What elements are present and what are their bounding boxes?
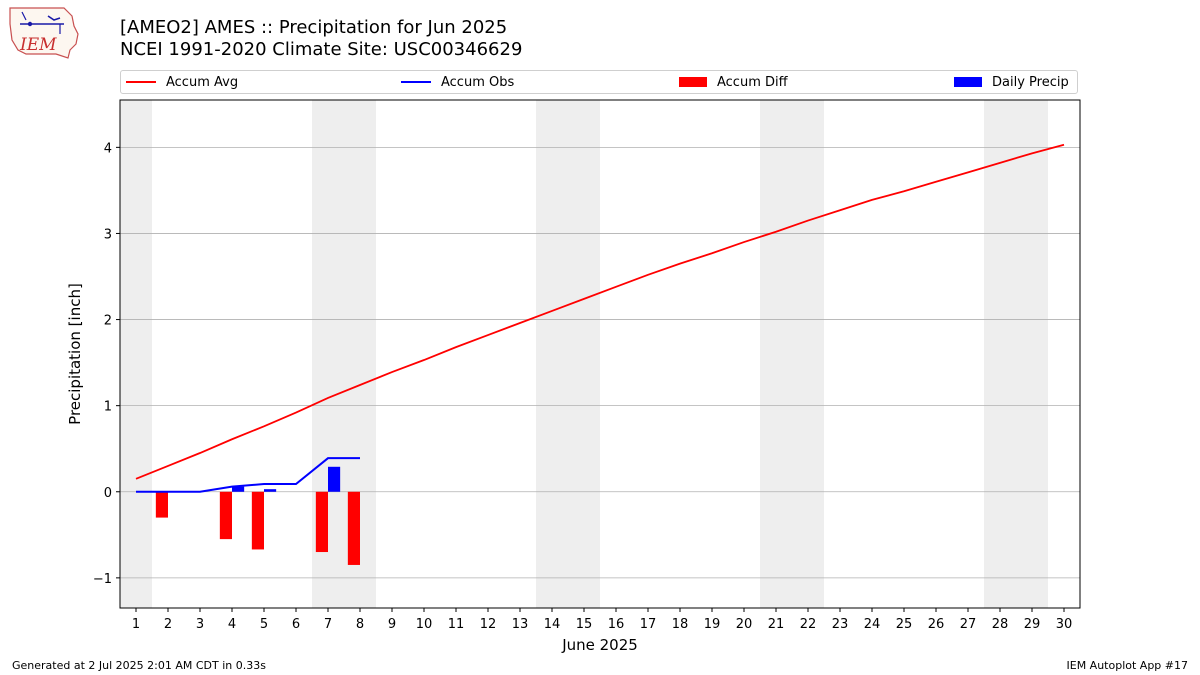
x-tick-label: 12 <box>480 617 497 632</box>
y-tick-label: 0 <box>104 486 112 501</box>
logo-text: IEM <box>19 35 57 55</box>
legend-item-accum-avg: Accum Avg <box>126 71 238 93</box>
x-tick-label: 22 <box>800 617 817 632</box>
x-tick-label: 7 <box>324 617 332 632</box>
footer-app: IEM Autoplot App #17 <box>1066 659 1189 672</box>
x-tick-label: 21 <box>768 617 785 632</box>
x-tick-label: 26 <box>928 617 945 632</box>
legend-label-accum-obs: Accum Obs <box>441 74 515 90</box>
accum-diff-bar <box>347 491 360 565</box>
weekend-shade <box>984 100 1048 608</box>
chart-legend: Accum Avg Accum Obs Accum Diff Daily Pre… <box>120 70 1078 94</box>
weekend-shade <box>536 100 600 608</box>
x-tick-label: 18 <box>672 617 689 632</box>
accum-diff-bar <box>155 491 168 518</box>
x-tick-label: 14 <box>544 617 561 632</box>
weekend-shade <box>120 100 152 608</box>
legend-label-daily-precip: Daily Precip <box>992 74 1069 90</box>
x-tick-label: 23 <box>832 617 849 632</box>
x-tick-label: 17 <box>640 617 657 632</box>
y-tick-label: 2 <box>104 314 112 329</box>
x-tick-label: 6 <box>292 617 300 632</box>
daily-precip-bar <box>232 486 245 492</box>
x-tick-label: 25 <box>896 617 913 632</box>
x-tick-label: 11 <box>448 617 465 632</box>
legend-swatch-accum-diff <box>679 77 707 87</box>
x-tick-label: 3 <box>196 617 204 632</box>
x-tick-label: 19 <box>704 617 721 632</box>
x-tick-label: 8 <box>356 617 364 632</box>
x-tick-label: 24 <box>864 617 881 632</box>
title-line-1: [AMEO2] AMES :: Precipitation for Jun 20… <box>120 17 508 38</box>
y-axis-label: Precipitation [inch] <box>66 283 84 425</box>
daily-precip-bar <box>264 489 277 492</box>
accum-diff-bar <box>219 491 232 540</box>
y-tick-label: −1 <box>93 572 112 587</box>
y-tick-label: 3 <box>104 227 112 242</box>
legend-item-accum-obs: Accum Obs <box>401 71 514 93</box>
x-tick-label: 29 <box>1024 617 1041 632</box>
accum-obs-line <box>136 457 360 493</box>
x-tick-label: 5 <box>260 617 268 632</box>
iem-logo: IEM <box>9 7 79 59</box>
legend-swatch-daily-precip <box>954 77 982 87</box>
x-axis-label: June 2025 <box>561 636 638 654</box>
legend-item-daily-precip: Daily Precip <box>954 71 1069 93</box>
x-tick-label: 10 <box>416 617 433 632</box>
x-tick-label: 20 <box>736 617 753 632</box>
legend-label-accum-diff: Accum Diff <box>717 74 788 90</box>
x-tick-label: 28 <box>992 617 1009 632</box>
accum-avg-line <box>135 143 1065 480</box>
legend-swatch-accum-obs <box>401 81 431 83</box>
title-line-2: NCEI 1991-2020 Climate Site: USC00346629 <box>120 39 523 60</box>
y-tick-label: 1 <box>104 400 112 415</box>
legend-swatch-accum-avg <box>126 81 156 83</box>
chart-title: [AMEO2] AMES :: Precipitation for Jun 20… <box>120 17 522 61</box>
x-tick-label: 30 <box>1056 617 1073 632</box>
x-tick-label: 13 <box>512 617 529 632</box>
footer-generated: Generated at 2 Jul 2025 2:01 AM CDT in 0… <box>12 659 266 672</box>
legend-label-accum-avg: Accum Avg <box>166 74 239 90</box>
x-tick-label: 16 <box>608 617 625 632</box>
y-tick-label: 4 <box>104 141 112 156</box>
x-tick-label: 4 <box>228 617 236 632</box>
accum-diff-bar <box>251 491 264 550</box>
weekend-shade <box>760 100 824 608</box>
plot-frame <box>119 99 1081 609</box>
x-tick-label: 2 <box>164 617 172 632</box>
x-tick-label: 9 <box>388 617 396 632</box>
x-tick-label: 15 <box>576 617 593 632</box>
legend-item-accum-diff: Accum Diff <box>679 71 788 93</box>
accum-diff-bar <box>315 491 328 553</box>
daily-precip-bar <box>328 466 341 492</box>
x-tick-label: 1 <box>132 617 140 632</box>
x-tick-label: 27 <box>960 617 977 632</box>
